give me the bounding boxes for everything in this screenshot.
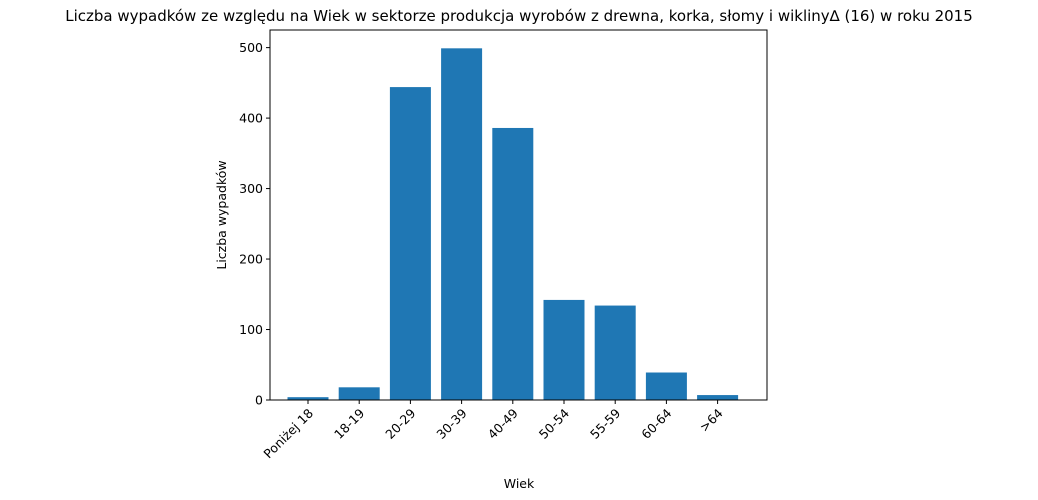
x-tick-label: 50-54 — [536, 405, 572, 441]
x-tick-label: 40-49 — [485, 405, 521, 441]
bar-0 — [287, 397, 329, 400]
x-axis-label: Wiek — [504, 476, 535, 491]
bar-4 — [492, 127, 534, 401]
y-tick-label: 100 — [239, 322, 263, 337]
x-tick-label: 55-59 — [587, 405, 623, 441]
y-tick-label: 400 — [239, 111, 263, 126]
x-tick-label: 30-39 — [433, 405, 469, 441]
y-axis-label: Liczba wypadków — [214, 160, 229, 269]
bar-2 — [389, 87, 431, 400]
bar-5 — [543, 299, 585, 400]
x-axis: Poniżej 18 18-19 20-29 30-39 40-49 50-54 55-59… — [260, 400, 726, 461]
axes-layer — [269, 29, 768, 401]
bar-3 — [441, 48, 483, 400]
bars-layer — [287, 48, 739, 401]
bar-1 — [338, 387, 380, 400]
x-tick-label: 18-19 — [331, 405, 367, 441]
y-tick-label: 300 — [239, 181, 263, 196]
bar-6 — [594, 305, 636, 400]
y-tick-label: 500 — [239, 40, 263, 55]
x-tick-label: 20-29 — [382, 405, 418, 441]
chart-title: Liczba wypadków ze względu na Wiek w sek… — [65, 7, 973, 25]
y-tick-label: 0 — [255, 393, 263, 408]
bar-8 — [697, 395, 739, 400]
x-tick-label: Poniżej 18 — [260, 405, 316, 461]
x-tick-label: >64 — [696, 405, 725, 434]
bar-7 — [645, 372, 687, 400]
plot-frame — [269, 29, 768, 401]
y-axis: 0 100 200 300 400 500 — [239, 40, 270, 408]
y-tick-label: 200 — [239, 252, 263, 267]
x-tick-label: 60-64 — [638, 405, 674, 441]
